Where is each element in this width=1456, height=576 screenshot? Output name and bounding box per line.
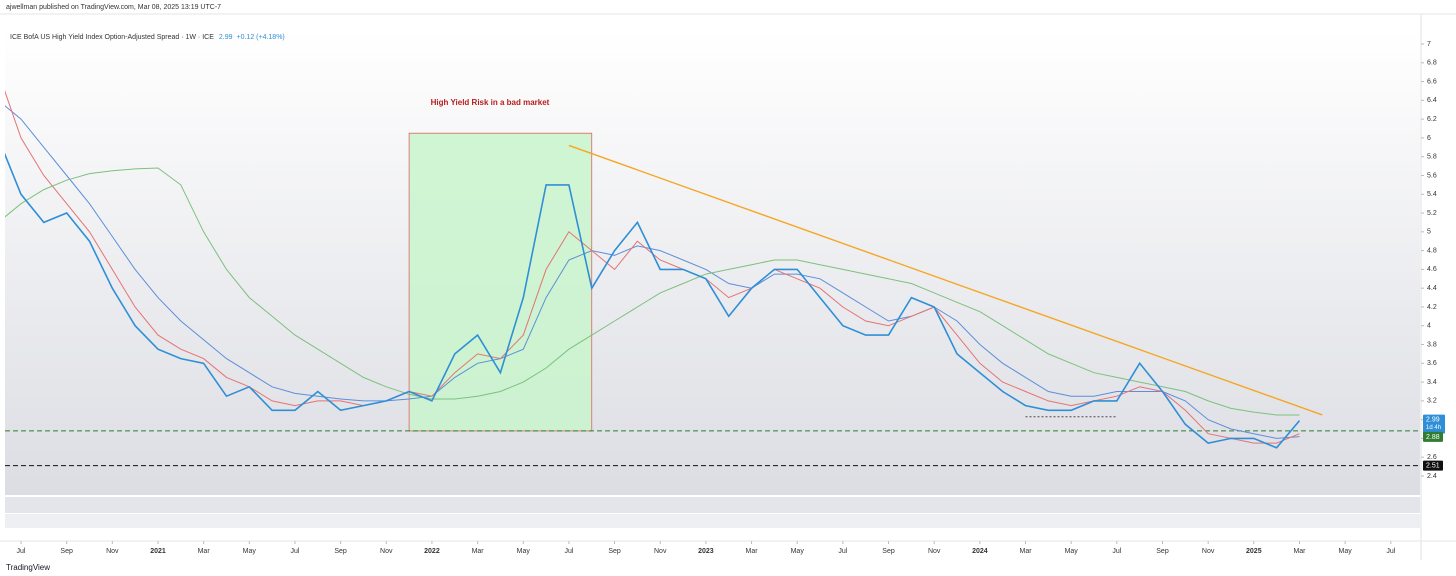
y-tick-label: 3.6 <box>1427 360 1437 367</box>
y-tick-label: 6.6 <box>1427 78 1437 85</box>
y-tick-label: 6.4 <box>1427 97 1437 104</box>
x-tick-label: Sep <box>60 548 73 555</box>
legend-value: 2.99 <box>219 34 233 41</box>
plot <box>5 90 1420 467</box>
x-tick-label: Nov <box>654 548 667 555</box>
x-tick-label: Jul <box>290 548 299 555</box>
x-tick-label: Jul <box>1112 548 1121 555</box>
annotation: High Yield Risk in a bad market <box>431 98 550 107</box>
x-tick-label: Sep <box>882 548 895 555</box>
y-tick-label: 4.8 <box>1427 247 1437 254</box>
price-label: 2.99 <box>1426 416 1440 423</box>
y-tick-label: 5.6 <box>1427 172 1437 179</box>
plot-area <box>5 30 1420 495</box>
y-tick-label: 2.6 <box>1427 454 1437 461</box>
series-line <box>5 167 1300 416</box>
footer: TradingView <box>6 563 50 572</box>
legend-change: +0.12 (+4.18%) <box>237 34 285 41</box>
countdown: 1d 4h <box>1426 425 1441 431</box>
y-tick-label: 5 <box>1427 229 1431 236</box>
y-tick-label: 2.4 <box>1427 473 1437 480</box>
header: ajwellman published on TradingView.com, … <box>6 4 221 11</box>
y-tick-label: 6 <box>1427 135 1431 142</box>
hline-label: 2.88 <box>1426 434 1440 441</box>
legend-title: ICE BofA US High Yield Index Option-Adju… <box>10 34 214 41</box>
y-tick-label: 6.2 <box>1427 116 1437 123</box>
x-tick-label: May <box>1339 548 1353 555</box>
x-tick-label: Mar <box>472 548 485 555</box>
x-tick-label: Jul <box>17 548 26 555</box>
x-tick-label: Sep <box>608 548 621 555</box>
x-tick-label: Mar <box>198 548 211 555</box>
x-tick-label: Sep <box>1156 548 1169 555</box>
x-tick-label: May <box>791 548 805 555</box>
y-tick-label: 5.8 <box>1427 154 1437 161</box>
highlight-box <box>408 132 593 432</box>
x-tick-label: May <box>243 548 257 555</box>
y-tick-label: 4.6 <box>1427 266 1437 273</box>
series-line <box>5 90 1300 444</box>
series-line <box>5 105 1300 439</box>
y-tick-label: 4.4 <box>1427 285 1437 292</box>
x-tick-label: May <box>517 548 531 555</box>
y-tick-label: 7 <box>1427 41 1431 48</box>
x-tick-label: Mar <box>746 548 759 555</box>
x-tick-label: 2023 <box>698 548 714 555</box>
lower-pane <box>5 497 1420 513</box>
x-tick-label: Mar <box>1019 548 1032 555</box>
x-tick-label: Nov <box>1202 548 1215 555</box>
x-tick-label: Jul <box>1386 548 1395 555</box>
price-label-bg <box>1423 414 1445 434</box>
series-line <box>5 152 1301 449</box>
hline-label-bg <box>1423 431 1443 442</box>
x-tick-label: Jul <box>564 548 573 555</box>
y-tick-label: 5.4 <box>1427 191 1437 198</box>
overlay: 2.42.62.833.23.43.63.844.24.44.64.855.25… <box>17 41 1445 555</box>
x-tick-label: Jul <box>838 548 847 555</box>
y-tick-label: 3.2 <box>1427 398 1437 405</box>
lower-pane <box>5 514 1420 528</box>
x-tick-label: May <box>1065 548 1079 555</box>
x-tick-label: Nov <box>106 548 119 555</box>
y-tick-label: 5.2 <box>1427 210 1437 217</box>
hline-label-bg <box>1423 460 1443 471</box>
y-tick-label: 3.8 <box>1427 341 1437 348</box>
y-tick-label: 6.8 <box>1427 60 1437 67</box>
x-tick-label: Mar <box>1293 548 1306 555</box>
x-tick-label: Nov <box>928 548 941 555</box>
y-tick-label: 4 <box>1427 323 1431 330</box>
y-tick-label: 3.4 <box>1427 379 1437 386</box>
x-tick-label: Nov <box>380 548 393 555</box>
y-tick-label: 4.2 <box>1427 304 1437 311</box>
hline-label: 2.51 <box>1426 463 1440 470</box>
x-tick-label: 2021 <box>150 548 166 555</box>
x-tick-label: 2022 <box>424 548 440 555</box>
x-tick-label: 2024 <box>972 548 988 555</box>
trendline <box>568 144 1323 416</box>
x-tick-label: 2025 <box>1246 548 1262 555</box>
x-tick-label: Sep <box>334 548 347 555</box>
